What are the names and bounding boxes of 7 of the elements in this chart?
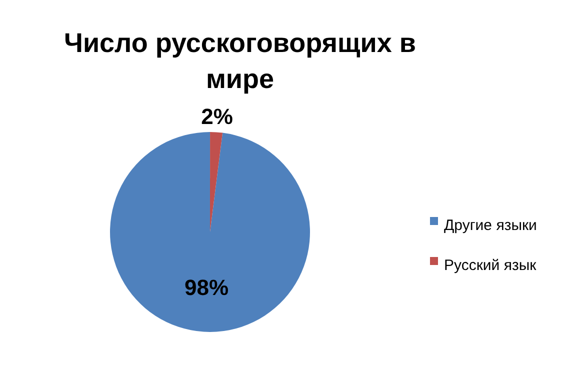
data-label: 98% (184, 274, 229, 300)
data-label: 2% (201, 104, 233, 130)
chart-title: Число русскоговорящих в мире (64, 28, 416, 94)
pie-slice (210, 132, 223, 232)
legend-label: Другие языки (444, 216, 537, 234)
pie-slice (110, 132, 310, 332)
legend-label: Русский язык (444, 256, 537, 274)
